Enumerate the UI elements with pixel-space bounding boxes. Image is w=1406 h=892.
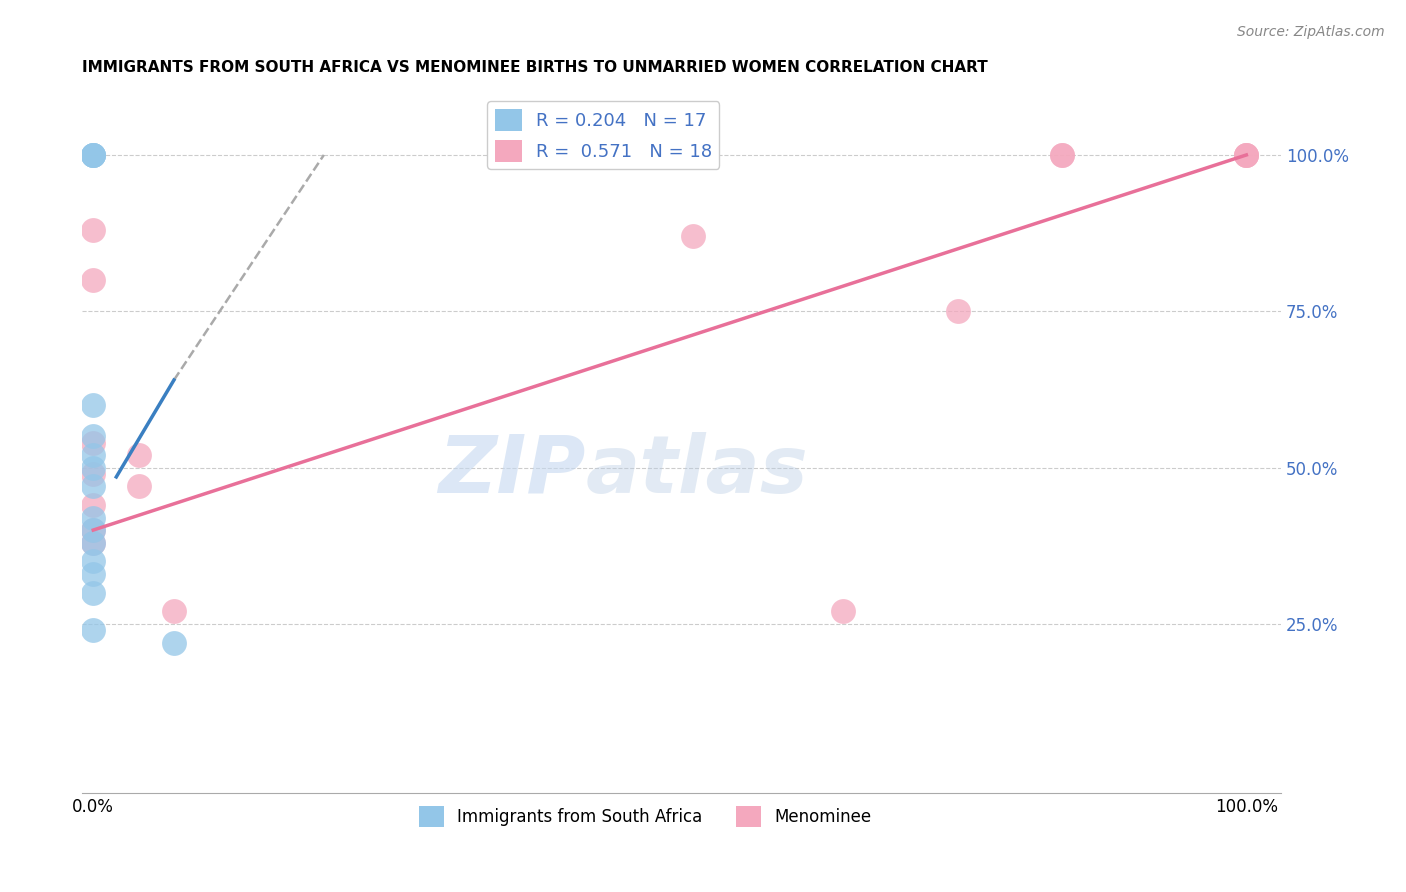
Point xyxy=(946,304,969,318)
Point xyxy=(163,635,186,649)
Point xyxy=(163,604,186,618)
Point xyxy=(82,554,104,568)
Point xyxy=(82,566,104,581)
Point xyxy=(82,273,104,287)
Point xyxy=(1234,148,1257,162)
Point xyxy=(82,523,104,537)
Point xyxy=(82,523,104,537)
Point xyxy=(82,498,104,512)
Text: ZIP: ZIP xyxy=(439,432,585,509)
Point xyxy=(82,467,104,481)
Point xyxy=(82,448,104,462)
Point xyxy=(831,604,853,618)
Text: IMMIGRANTS FROM SOUTH AFRICA VS MENOMINEE BIRTHS TO UNMARRIED WOMEN CORRELATION : IMMIGRANTS FROM SOUTH AFRICA VS MENOMINE… xyxy=(82,60,987,75)
Point xyxy=(128,479,150,493)
Point xyxy=(128,448,150,462)
Point xyxy=(82,148,104,162)
Point xyxy=(82,585,104,599)
Text: atlas: atlas xyxy=(585,432,808,509)
Point xyxy=(82,148,104,162)
Point xyxy=(82,398,104,412)
Point xyxy=(1050,148,1073,162)
Text: Source: ZipAtlas.com: Source: ZipAtlas.com xyxy=(1237,25,1385,39)
Point xyxy=(82,435,104,450)
Point xyxy=(82,535,104,549)
Point xyxy=(82,460,104,475)
Point xyxy=(82,429,104,443)
Legend: Immigrants from South Africa, Menominee: Immigrants from South Africa, Menominee xyxy=(412,799,879,833)
Point xyxy=(1050,148,1073,162)
Point xyxy=(82,623,104,637)
Point xyxy=(1234,148,1257,162)
Point xyxy=(82,479,104,493)
Point xyxy=(82,223,104,237)
Point xyxy=(1234,148,1257,162)
Point xyxy=(82,148,104,162)
Point xyxy=(82,535,104,549)
Point xyxy=(82,148,104,162)
Point xyxy=(682,229,704,244)
Point xyxy=(82,510,104,524)
